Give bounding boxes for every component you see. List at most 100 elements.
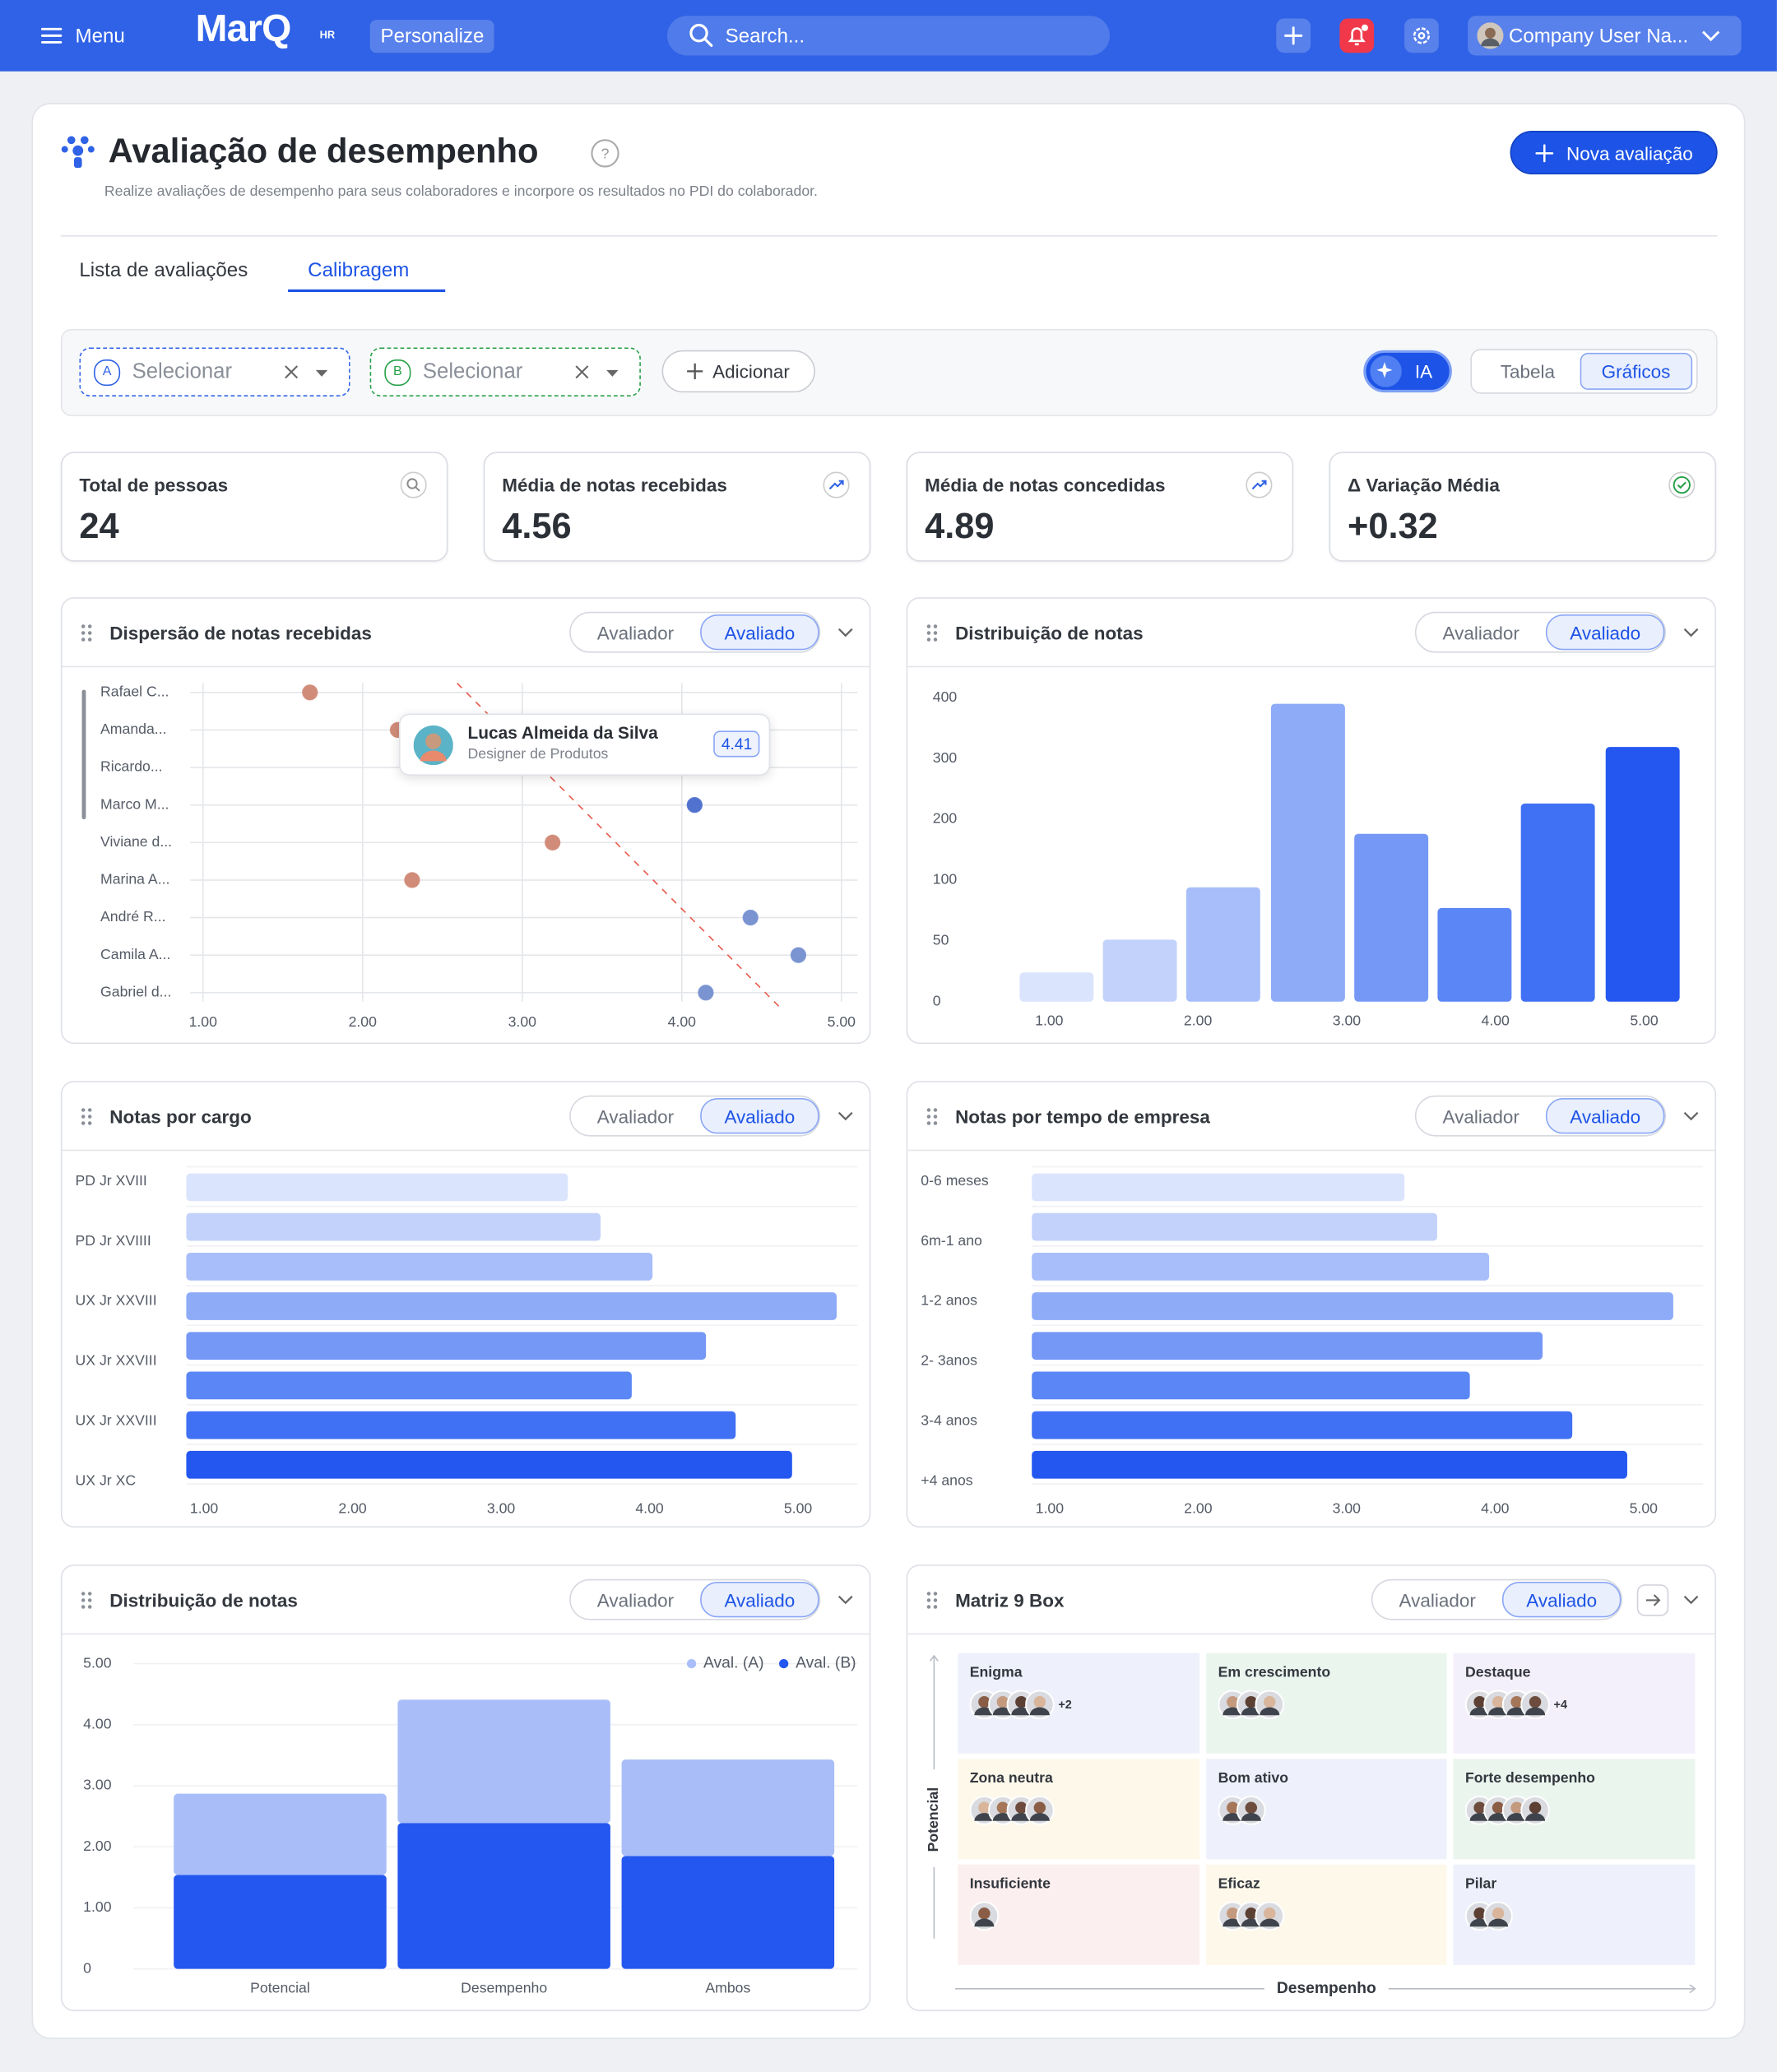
search-box[interactable]: Search... (666, 16, 1110, 56)
y-tick-label: 100 (933, 871, 958, 888)
logo[interactable]: MarQ (195, 7, 292, 51)
toggle-option[interactable]: Avaliador (1399, 1588, 1476, 1611)
matrix-cell: Eficaz (1206, 1864, 1447, 1965)
avatar[interactable] (1236, 1796, 1266, 1825)
drag-handle[interactable] (81, 1107, 94, 1125)
legend-swatch (686, 1658, 697, 1669)
toggle-option-active[interactable]: Avaliado (1545, 1098, 1665, 1134)
row-label: 6m-1 ano (921, 1232, 982, 1249)
avatar[interactable] (1025, 1690, 1055, 1720)
collapse-button[interactable] (1683, 1110, 1699, 1123)
toggle-option-active[interactable]: Avaliado (1545, 614, 1665, 651)
trend-line (457, 682, 782, 1009)
avatar[interactable] (1483, 1901, 1513, 1931)
toggle-option[interactable]: Avaliador (596, 621, 675, 643)
plus-icon (1534, 143, 1553, 162)
collapse-button[interactable] (1683, 1593, 1699, 1606)
bar (186, 1371, 632, 1400)
x-tick-label: 2.00 (338, 1500, 367, 1516)
help-icon[interactable]: ? (591, 139, 619, 168)
expand-button[interactable] (1636, 1584, 1669, 1616)
avatar[interactable] (1520, 1796, 1550, 1825)
toggle-option-active[interactable]: Avaliado (700, 1581, 819, 1618)
y-tick-label: Camila A... (100, 946, 170, 962)
avatar[interactable] (969, 1901, 1000, 1931)
panel-title: Notas por tempo de empresa (955, 1106, 1210, 1128)
panel-header: Matriz 9 Box Avaliador Avaliado (907, 1566, 1715, 1635)
plus-icon (687, 363, 703, 380)
row-label: PD Jr XVIII (76, 1172, 147, 1189)
drag-handle[interactable] (81, 623, 94, 642)
toggle-option[interactable]: Avaliador (596, 1588, 675, 1611)
kpi-icon (400, 471, 427, 498)
view-option-active[interactable]: Gráficos (1579, 352, 1693, 390)
selector-badge: A (94, 359, 121, 386)
matrix-cell-label: Destaque (1464, 1665, 1531, 1681)
bar (186, 1450, 792, 1479)
selector-a[interactable]: A Selecionar (79, 347, 350, 396)
toggle-option[interactable]: Avaliador (1442, 1105, 1519, 1127)
kpi-card: Média de notas recebidas 4.56 (483, 452, 871, 562)
tab[interactable]: Lista de avaliações (79, 258, 248, 282)
matrix-cell: Forte desempenho (1453, 1759, 1696, 1860)
toggle-option-active[interactable]: Avaliado (700, 1098, 819, 1134)
matrix-cell-label: Em crescimento (1218, 1665, 1331, 1681)
toggle-option-active[interactable]: Avaliado (700, 614, 819, 651)
y-tick-label: 3.00 (83, 1777, 112, 1793)
matrix-cell-label: Zona neutra (969, 1770, 1053, 1787)
drag-handle[interactable] (81, 1591, 94, 1609)
ai-button[interactable]: IA (1363, 350, 1452, 393)
toggle-option[interactable]: Avaliador (1442, 621, 1519, 643)
bar-segment (397, 1823, 610, 1969)
chart: 0-6 meses 6m-1 ano 1-2 anos 2- 3anos 3-4 ano… (921, 1166, 1704, 1516)
matrix-cell: Pilar (1453, 1864, 1696, 1965)
kpi-label: Média de notas recebidas (502, 474, 727, 496)
bar (1185, 887, 1260, 1002)
user-menu[interactable]: Company User Na... (1468, 16, 1742, 56)
personalize-button[interactable]: Personalize (369, 20, 495, 53)
drag-handle[interactable] (926, 1591, 940, 1609)
x-tick-label: 3.00 (508, 1013, 537, 1030)
bell-icon (1348, 24, 1368, 46)
matrix-cell: Em crescimento (1206, 1653, 1447, 1754)
tab-active[interactable]: Calibragem (308, 258, 410, 282)
avatar[interactable] (1255, 1901, 1284, 1931)
collapse-button[interactable] (837, 1110, 853, 1123)
add-button[interactable] (1276, 18, 1311, 53)
y-tick-label: Rafael C... (100, 683, 169, 699)
drag-handle[interactable] (926, 1107, 940, 1125)
point (790, 947, 807, 963)
matrix-cell: Enigma +2 (958, 1653, 1200, 1754)
title-icon (61, 136, 95, 169)
y-tick-label: 4.00 (83, 1715, 112, 1731)
selector-controls (575, 364, 619, 378)
avatar[interactable] (1520, 1690, 1550, 1720)
top-bar: Menu MarQ HR Personalize Search... Compa… (0, 0, 1777, 72)
chart-panel: Notas por cargo Avaliador Avaliado PD Jr XV… (60, 1081, 871, 1528)
notifications-button[interactable] (1339, 18, 1375, 53)
tooltip-role: Designer de Produtos (467, 746, 609, 763)
collapse-button[interactable] (1683, 626, 1699, 639)
toggle-option[interactable]: Avaliador (596, 1105, 675, 1127)
row-label: 0-6 meses (921, 1172, 989, 1189)
add-filter-button[interactable]: Adicionar (661, 350, 815, 393)
logo-badge: HR (319, 29, 336, 41)
kpi-card: Média de notas concedidas 4.89 (906, 452, 1294, 562)
collapse-button[interactable] (837, 1593, 853, 1606)
avatar[interactable] (1255, 1690, 1284, 1720)
avatar[interactable] (1025, 1796, 1055, 1825)
selector-b[interactable]: B Selecionar (369, 347, 641, 396)
y-tick-label: Marina A... (100, 871, 169, 888)
row-label: UX Jr XXVIII (76, 1352, 157, 1369)
panel-toggle: Avaliador Avaliado (1414, 1095, 1667, 1137)
drag-handle[interactable] (926, 623, 940, 642)
new-evaluation-button[interactable]: Nova avaliação (1510, 131, 1718, 175)
menu-button[interactable]: Menu (39, 18, 125, 53)
toggle-option-active[interactable]: Avaliado (1501, 1581, 1622, 1618)
view-option[interactable]: Tabela (1500, 360, 1555, 382)
x-tick-label: 4.00 (1481, 1500, 1510, 1516)
settings-button[interactable] (1404, 18, 1439, 53)
collapse-button[interactable] (837, 626, 853, 639)
user-name: Company User Na... (1508, 24, 1689, 48)
